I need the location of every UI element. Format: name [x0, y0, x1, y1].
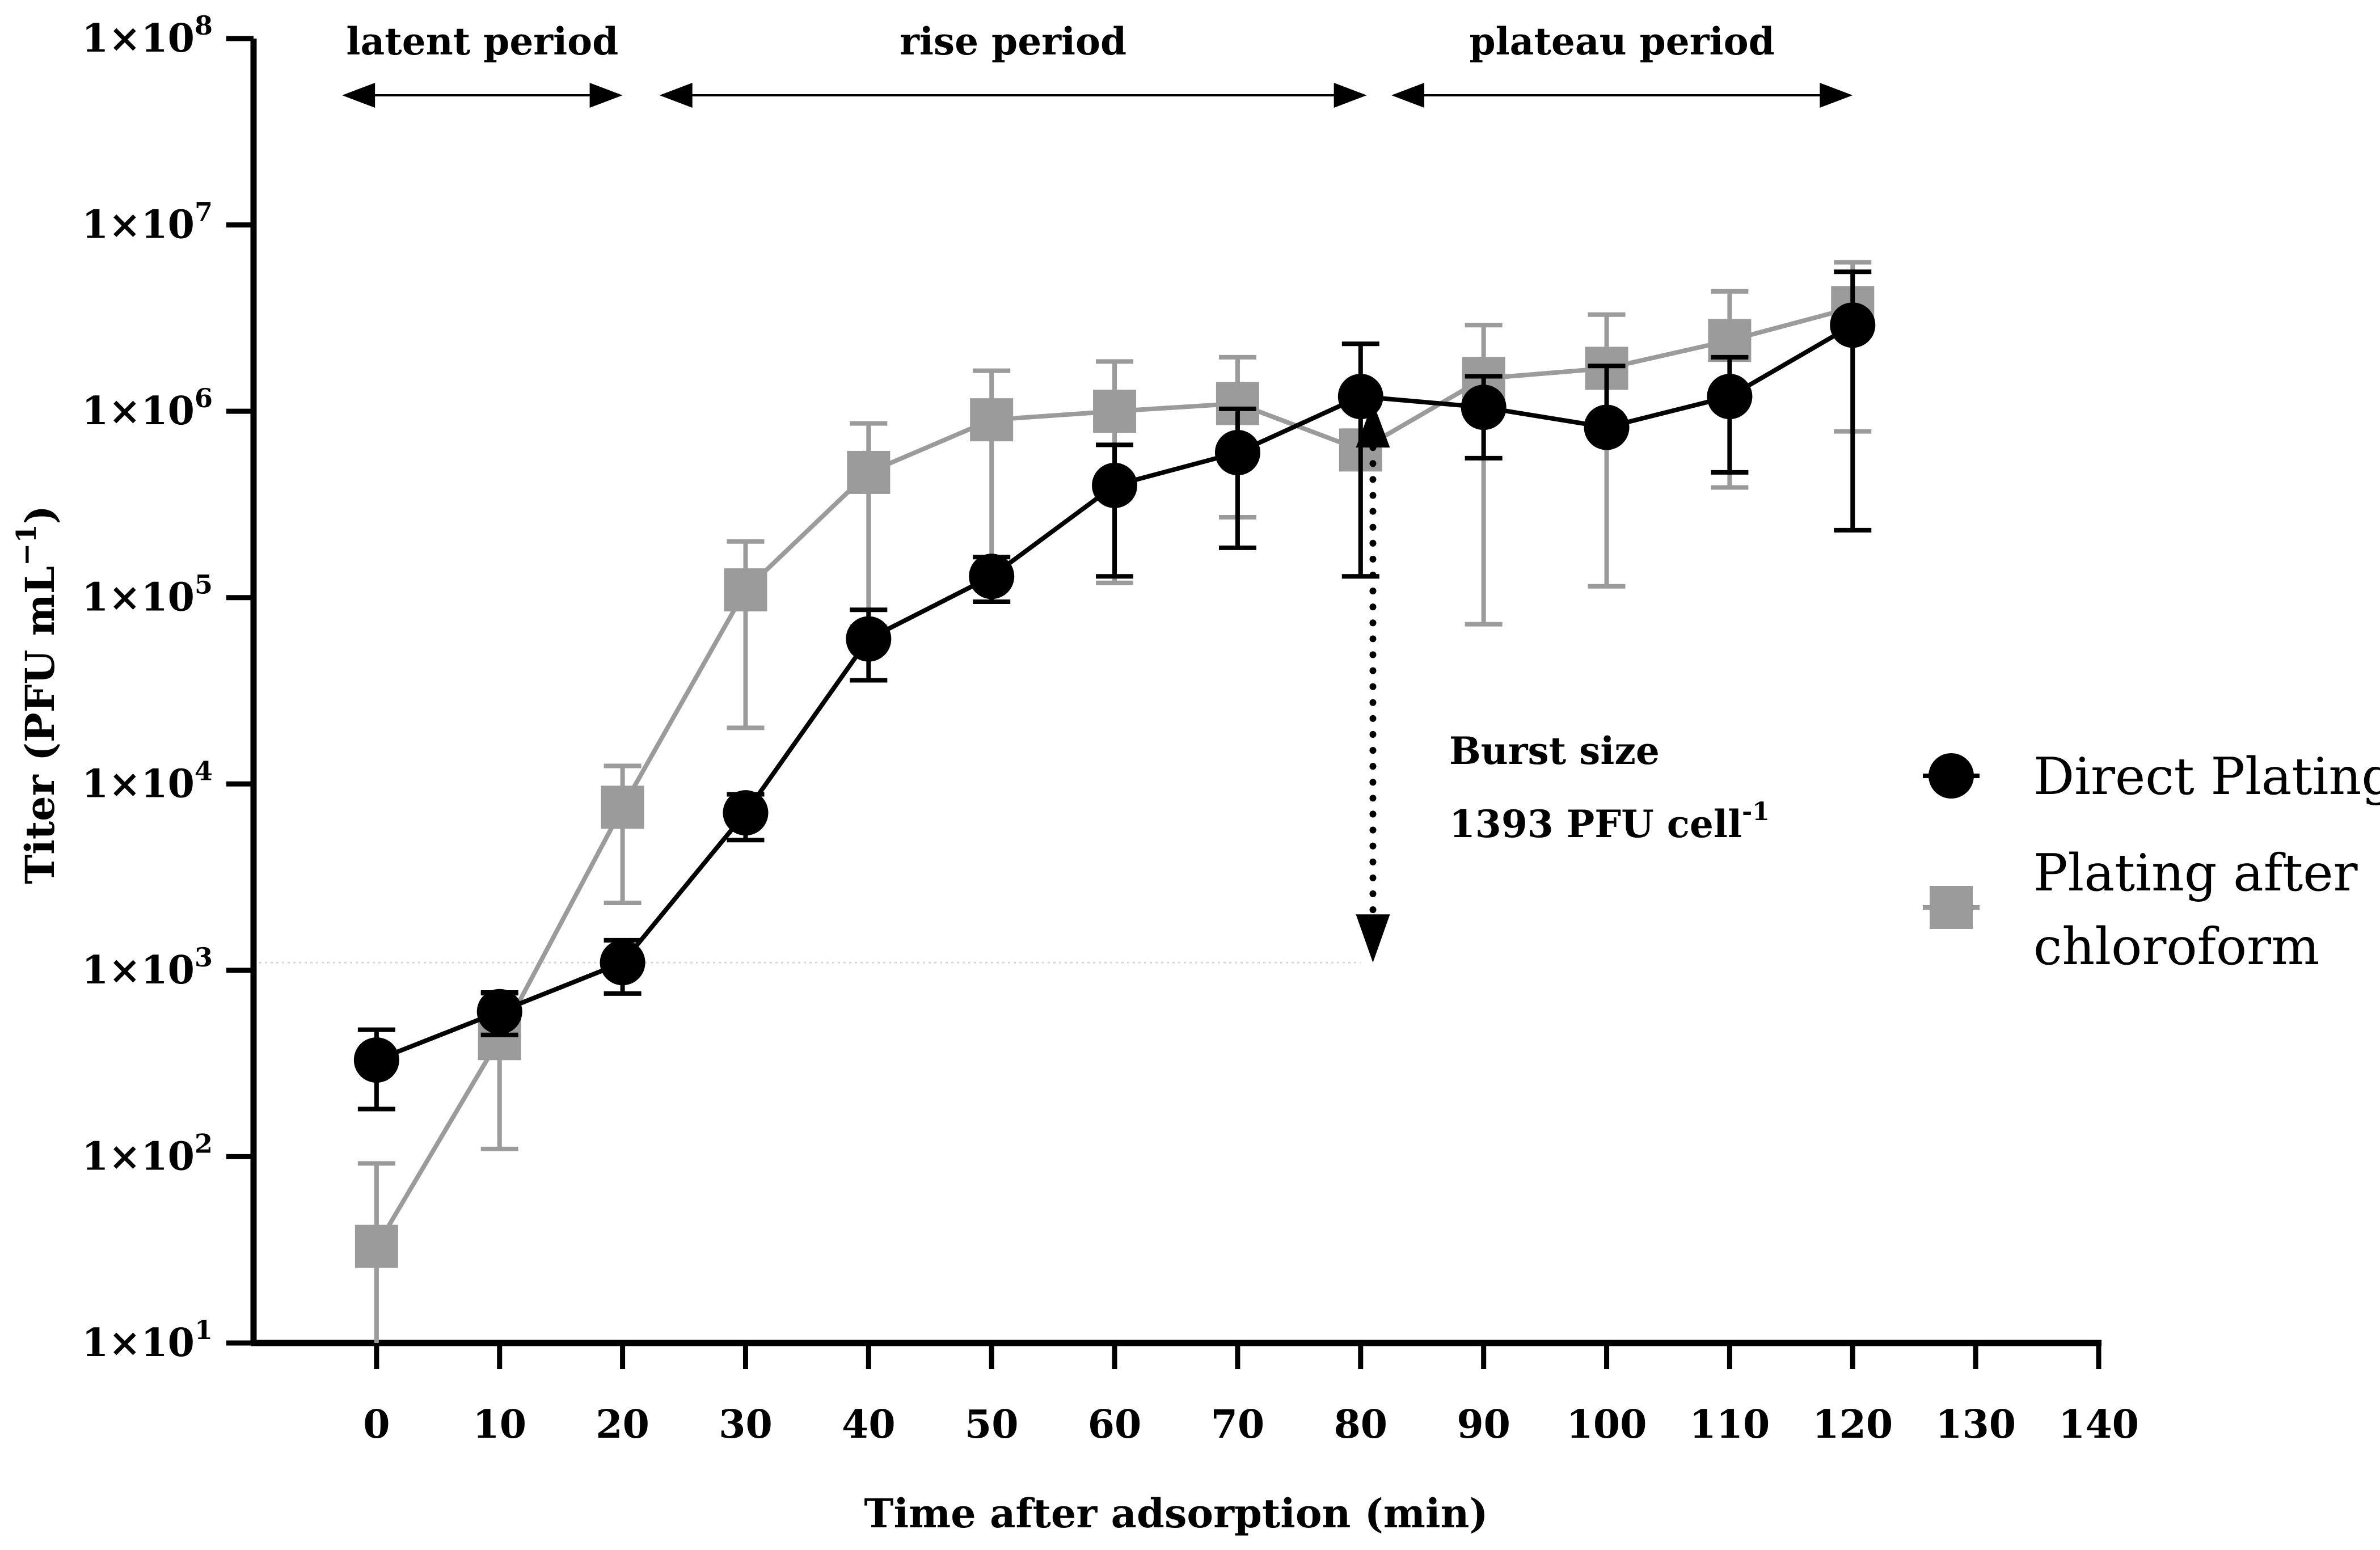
x-tick-label: 110	[1689, 1402, 1770, 1447]
period-arrow-left-head	[342, 83, 375, 108]
period-label: rise period	[900, 19, 1126, 64]
period-arrow-right-head	[589, 83, 623, 108]
x-tick-label: 50	[965, 1402, 1019, 1447]
data-point-circle	[723, 790, 769, 836]
burst-label-value: 1393 PFU cell-1	[1449, 797, 1770, 846]
data-point-square	[1093, 390, 1137, 433]
period-label: latent period	[346, 19, 618, 64]
legend-label-direct: Direct Plating	[2033, 747, 2380, 806]
legend-marker-direct	[1929, 753, 1974, 799]
data-point-circle	[1584, 404, 1630, 450]
x-tick-label: 70	[1211, 1402, 1265, 1447]
period-label: plateau period	[1469, 19, 1774, 64]
data-point-square	[1708, 319, 1752, 362]
burst-arrow-down	[1356, 914, 1390, 963]
period-arrow-left-head	[1391, 83, 1425, 108]
data-point-circle	[1461, 385, 1507, 430]
data-point-circle	[353, 1037, 399, 1083]
x-tick-label: 40	[842, 1402, 896, 1447]
data-point-circle	[1214, 430, 1260, 476]
x-tick-label: 100	[1567, 1402, 1647, 1447]
data-point-square	[601, 785, 644, 829]
data-point-square	[847, 450, 891, 494]
data-point-square	[970, 398, 1014, 442]
y-tick-label: 1×107	[82, 197, 213, 248]
y-tick-label: 1×108	[82, 10, 213, 61]
x-tick-label: 60	[1088, 1402, 1142, 1447]
data-point-circle	[476, 989, 522, 1034]
data-point-circle	[846, 616, 892, 662]
data-point-circle	[600, 940, 645, 986]
legend-label-chloroform-line2: chloroform	[2033, 917, 2319, 977]
burst-arrow-up	[1356, 402, 1390, 448]
x-tick-label: 130	[1935, 1402, 2016, 1447]
y-tick-label: 1×104	[82, 755, 213, 806]
data-point-circle	[1830, 302, 1876, 348]
x-tick-label: 10	[472, 1402, 526, 1447]
x-tick-label: 20	[596, 1402, 649, 1447]
y-tick-label: 1×106	[82, 383, 213, 434]
data-point-square	[355, 1224, 398, 1268]
x-tick-label: 30	[719, 1402, 773, 1447]
legend-marker-chloroform	[1930, 886, 1973, 929]
x-tick-label: 0	[363, 1402, 390, 1447]
period-arrow-right-head	[1334, 83, 1367, 108]
y-tick-label: 1×102	[82, 1128, 213, 1179]
data-point-circle	[969, 554, 1015, 599]
x-tick-label: 90	[1457, 1402, 1510, 1447]
x-axis-title: Time after adsorption (min)	[864, 1490, 1488, 1537]
data-point-circle	[1707, 374, 1753, 420]
x-tick-label: 140	[2058, 1402, 2139, 1447]
y-tick-label: 1×103	[82, 942, 213, 993]
burst-label-title: Burst size	[1449, 729, 1660, 773]
y-tick-label: 1×101	[82, 1315, 213, 1366]
y-axis-title: Titer (PFU mL−1)	[11, 505, 64, 884]
period-arrow-left-head	[659, 83, 693, 108]
y-tick-label: 1×105	[82, 569, 213, 620]
x-tick-label: 80	[1334, 1402, 1387, 1447]
data-point-circle	[1092, 462, 1138, 508]
data-point-square	[724, 568, 767, 612]
legend-label-chloroform-line1: Plating after	[2033, 843, 2358, 903]
period-arrow-right-head	[1820, 83, 1853, 108]
x-tick-label: 120	[1812, 1402, 1893, 1447]
